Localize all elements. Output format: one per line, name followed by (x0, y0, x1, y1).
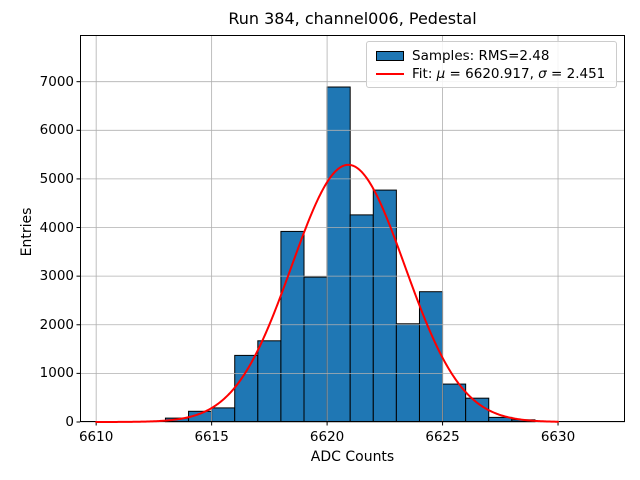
legend-fit-mu: μ (436, 65, 446, 82)
legend-fit-prefix: Fit: (412, 65, 437, 82)
x-tick-label: 6610 (78, 429, 114, 445)
legend-histogram-patch-icon (376, 51, 404, 61)
legend-label-fit: Fit: μ = 6620.917, σ = 2.451 (412, 66, 605, 83)
legend: Samples: RMS=2.48 Fit: μ = 6620.917, σ =… (366, 41, 617, 88)
chart-title: Run 384, channel006, Pedestal (228, 9, 477, 28)
histogram-bar (326, 86, 351, 423)
y-tick-label: 5000 (39, 170, 74, 187)
histogram-bar (395, 323, 420, 423)
legend-fit-line-icon (376, 73, 404, 75)
histogram-bar (257, 340, 282, 423)
x-tick-label: 6620 (309, 429, 345, 445)
x-tick-label: 6625 (425, 429, 460, 445)
histogram-bar (442, 383, 467, 423)
legend-fit-mid: = 6620.917, (445, 65, 539, 82)
histogram-bar (372, 189, 397, 423)
legend-item-samples: Samples: RMS=2.48 (376, 48, 610, 65)
legend-fit-suffix: = 2.451 (546, 65, 606, 82)
histogram-bar (349, 214, 374, 423)
axes-spine (80, 35, 625, 422)
y-tick-label: 7000 (39, 73, 74, 90)
y-tick-label: 4000 (39, 219, 74, 236)
y-tick-label: 6000 (39, 122, 74, 139)
histogram-bar (211, 407, 236, 423)
legend-label-samples: Samples: RMS=2.48 (412, 47, 550, 64)
legend-item-fit: Fit: μ = 6620.917, σ = 2.451 (376, 66, 610, 83)
x-tick-label: 6630 (540, 429, 576, 445)
histogram-bar (418, 291, 444, 423)
histogram-bar (234, 354, 259, 423)
y-tick-label: 3000 (39, 268, 74, 285)
x-axis-label: ADC Counts (310, 449, 395, 465)
x-tick-label: 6615 (194, 429, 229, 445)
y-tick-label: 2000 (39, 316, 74, 333)
histogram-bar (280, 230, 305, 423)
y-tick-label: 1000 (39, 365, 74, 382)
fit-curve (95, 163, 560, 423)
legend-fit-sigma: σ (538, 65, 547, 82)
plot-area (76, 35, 625, 426)
y-tick-label: 0 (65, 414, 74, 430)
histogram-bar (303, 276, 328, 423)
